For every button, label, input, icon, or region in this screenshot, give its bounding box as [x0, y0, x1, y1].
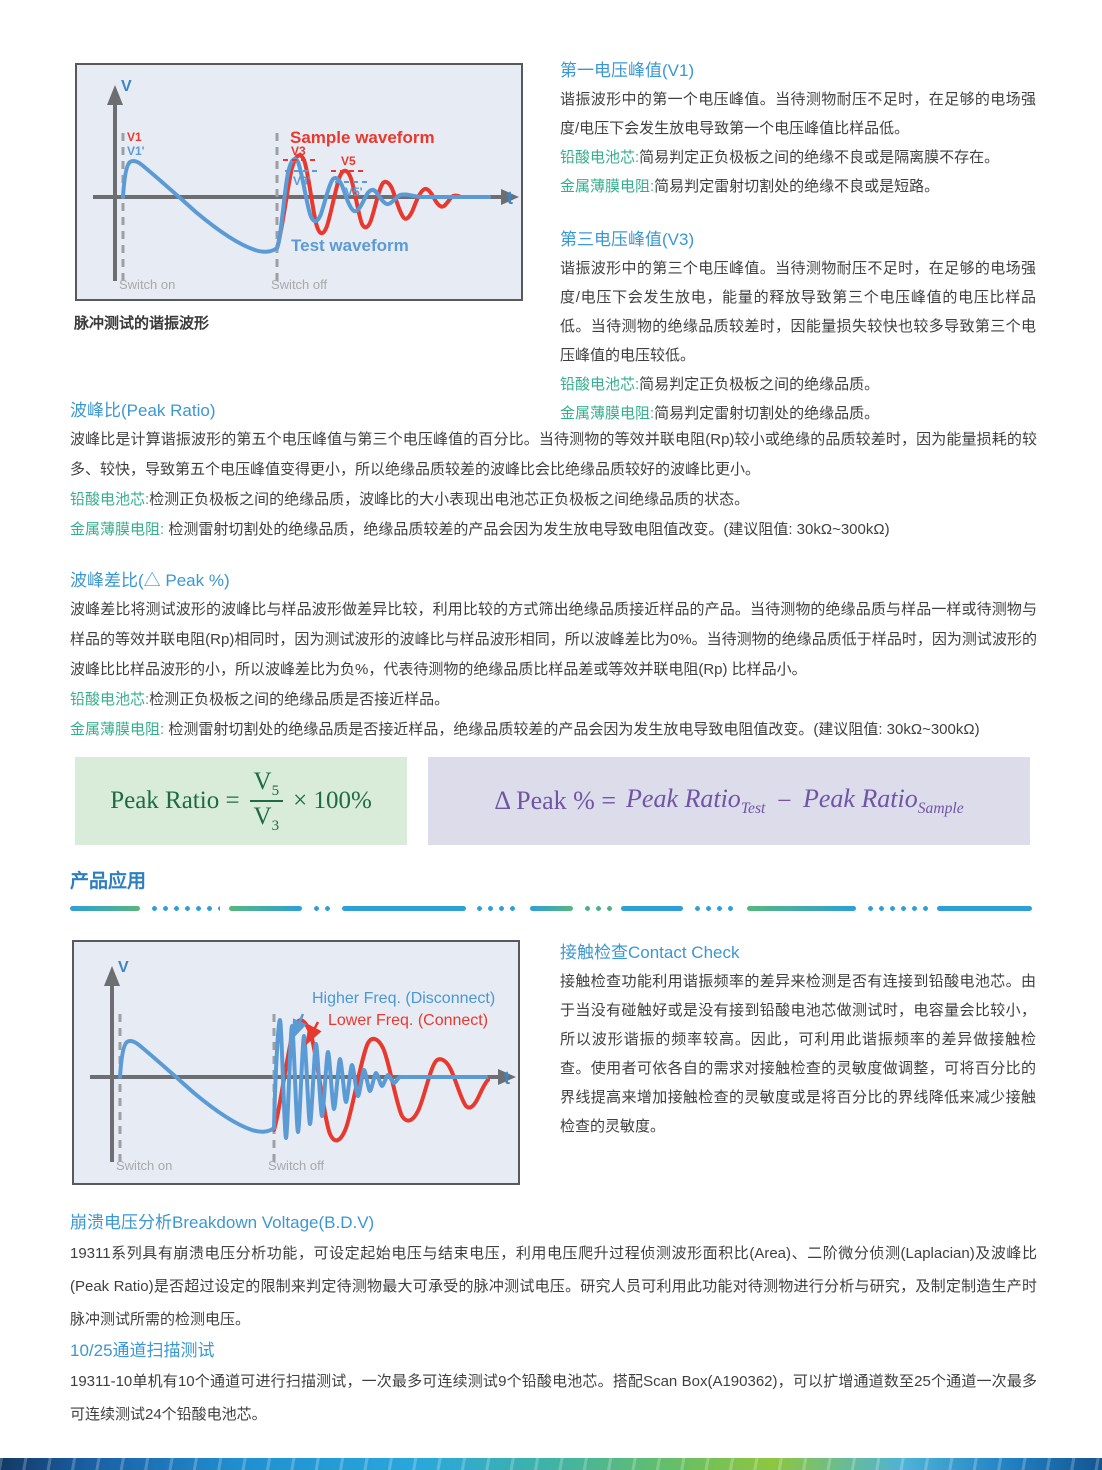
- higher-freq-label: Higher Freq. (Disconnect): [312, 990, 495, 1007]
- entry-text: 简易判定雷射切割处的绝缘品质。: [654, 405, 880, 422]
- section-body-v1: 谐振波形中的第一个电压峰值。当待测物耐压不足时，在足够的电场强度/电压下会发生放…: [560, 91, 1036, 137]
- v1-label: V1: [127, 130, 142, 144]
- contact-check-diagram: V t Higher Freq. (Disconnect) Lower Freq…: [72, 940, 520, 1185]
- entry-text: 检测正负极板之间的绝缘品质，波峰比的大小表现出电池芯正负极板之间绝缘品质的状态。: [149, 491, 750, 508]
- entry: 铅酸电池芯:简易判定正负极板之间的绝缘品质。: [560, 370, 1036, 399]
- test-waveform-label: Test waveform: [291, 236, 409, 255]
- section-heading-peak-ratio: 波峰比(Peak Ratio): [70, 401, 216, 420]
- entry: 金属薄膜电阻: 检测雷射切割处的绝缘品质是否接近样品，绝缘品质较差的产品会因为发…: [70, 715, 1037, 745]
- entry-label: 铅酸电池芯:: [70, 691, 150, 708]
- higher-freq-arrow-icon: [292, 1013, 307, 1040]
- section-body-scan: 19311-10单机有10个通道可进行扫描测试，一次最多可连续测试9个铅酸电池芯…: [70, 1373, 1037, 1423]
- section-divider: [70, 905, 1033, 911]
- entry-label: 铅酸电池芯:: [70, 491, 150, 508]
- bdv-section: 崩溃电压分析Breakdown Voltage(B.D.V) 19311系列具有…: [70, 1208, 1037, 1336]
- peak-definitions-column: 第一电压峰值(V1) 谐振波形中的第一个电压峰值。当待测物耐压不足时，在足够的电…: [560, 56, 1036, 428]
- entry: 金属薄膜电阻:简易判定雷射切割处的绝缘不良或是短路。: [560, 172, 1036, 201]
- entry: 铅酸电池芯:简易判定正负极板之间的绝缘不良或是隔离膜不存在。: [560, 143, 1036, 172]
- switch-on-label: Switch on: [116, 1158, 172, 1173]
- section-body-delta-peak: 波峰差比将测试波形的波峰比与样品波形做差异比较，利用比较的方式筛出绝缘品质接近样…: [70, 601, 1037, 678]
- section-body-bdv: 19311系列具有崩溃电压分析功能，可设定起始电压与结束电压，利用电压爬升过程侦…: [70, 1245, 1037, 1328]
- section-heading-bdv: 崩溃电压分析Breakdown Voltage(B.D.V): [70, 1213, 375, 1232]
- formula-row: Peak Ratio = V5 V3 × 100% Δ Peak % = Pea…: [75, 757, 1030, 845]
- entry: 铅酸电池芯:检测正负极板之间的绝缘品质是否接近样品。: [70, 685, 1037, 715]
- v5p-label: V5': [345, 185, 363, 199]
- switch-off-label: Switch off: [271, 277, 328, 292]
- scan-section: 10/25通道扫描测试 19311-10单机有10个通道可进行扫描测试，一次最多…: [70, 1336, 1037, 1431]
- resonant-waveform-chart: V t V1 V1' V3 V3' V5 V5' Sample waveform…: [93, 78, 519, 292]
- section-heading-contact-check: 接触检查Contact Check: [560, 943, 740, 962]
- section-heading-delta-peak: 波峰差比(△ Peak %): [70, 571, 230, 590]
- lower-freq-label: Lower Freq. (Connect): [328, 1012, 488, 1029]
- section-body-contact-check: 接触检查功能利用谐振频率的差异来检测是否有连接到铅酸电池芯。由于当没有碰触好或是…: [560, 973, 1036, 1135]
- diagram1-caption: 脉冲测试的谐振波形: [74, 315, 210, 332]
- v-axis-label: V: [118, 959, 129, 976]
- contact-check-chart: V t Higher Freq. (Disconnect) Lower Freq…: [90, 959, 516, 1173]
- entry-text: 简易判定正负极板之间的绝缘不良或是隔离膜不存在。: [639, 149, 1000, 166]
- v-axis-arrow-icon: [107, 85, 123, 105]
- t-axis-arrow-icon: [498, 1069, 516, 1085]
- t-axis-label: t: [504, 1068, 510, 1088]
- entry-label: 铅酸电池芯:: [560, 149, 640, 166]
- peak-ratio-formula: Peak Ratio = V5 V3 × 100%: [75, 757, 407, 845]
- section-heading-v3: 第三电压峰值(V3): [560, 230, 695, 249]
- entry-label: 铅酸电池芯:: [560, 376, 640, 393]
- section-body-v3: 谐振波形中的第三个电压峰值。当待测物耐压不足时，在足够的电场强度/电压下会发生放…: [560, 260, 1036, 364]
- switch-on-label: Switch on: [119, 277, 175, 292]
- entry-label: 金属薄膜电阻:: [70, 521, 165, 538]
- entry-label: 金属薄膜电阻:: [70, 721, 165, 738]
- v3-label: V3: [291, 144, 306, 158]
- footer-brand-bar: [0, 1458, 1102, 1470]
- peak-ratio-section: 波峰比(Peak Ratio) 波峰比是计算谐振波形的第五个电压峰值与第三个电压…: [70, 396, 1037, 545]
- entry-text: 检测雷射切割处的绝缘品质，绝缘品质较差的产品会因为发生放电导致电阻值改变。(建议…: [164, 521, 890, 538]
- formula-rhs: × 100%: [293, 787, 372, 814]
- section-heading-v1: 第一电压峰值(V1): [560, 61, 695, 80]
- entry-text: 简易判定雷射切割处的绝缘不良或是短路。: [654, 178, 940, 195]
- v1p-label: V1': [127, 144, 145, 158]
- formula-minus: −: [775, 786, 793, 815]
- t-axis-arrow-icon: [501, 189, 519, 205]
- sample-waveform-label: Sample waveform: [290, 128, 435, 147]
- entry-label: 金属薄膜电阻:: [560, 178, 655, 195]
- sample-waveform-curve: [275, 153, 463, 250]
- entry-text: 简易判定正负极板之间的绝缘品质。: [639, 376, 880, 393]
- section-body-peak-ratio: 波峰比是计算谐振波形的第五个电压峰值与第三个电压峰值的百分比。当待测物的等效并联…: [70, 431, 1037, 478]
- switch-off-label: Switch off: [268, 1158, 325, 1173]
- formula-term: Peak RatioSample: [802, 783, 964, 818]
- test-waveform-curve: [121, 157, 491, 254]
- lower-freq-arrow-icon: [305, 1021, 322, 1046]
- entry: 铅酸电池芯:检测正负极板之间的绝缘品质，波峰比的大小表现出电池芯正负极板之间绝缘…: [70, 485, 1037, 515]
- entry-text: 检测雷射切割处的绝缘品质是否接近样品，绝缘品质较差的产品会因为发生放电导致电阻值…: [164, 721, 980, 738]
- t-axis-label: t: [507, 188, 513, 208]
- section-heading-scan: 10/25通道扫描测试: [70, 1341, 215, 1360]
- v3p-label: V3': [293, 174, 311, 188]
- entry-label: 金属薄膜电阻:: [560, 405, 655, 422]
- formula-lhs: Peak Ratio =: [110, 787, 240, 814]
- formula-lhs: Δ Peak % =: [494, 786, 617, 815]
- entry-text: 检测正负极板之间的绝缘品质是否接近样品。: [149, 691, 450, 708]
- resonant-waveform-diagram: V t V1 V1' V3 V3' V5 V5' Sample waveform…: [75, 63, 523, 301]
- formula-term: Peak RatioTest: [626, 783, 766, 818]
- delta-peak-formula: Δ Peak % = Peak RatioTest − Peak RatioSa…: [428, 757, 1030, 845]
- v-axis-label: V: [121, 78, 132, 95]
- formula-fraction: V5 V3: [249, 768, 284, 835]
- applications-heading: 产品应用: [70, 871, 147, 892]
- delta-peak-section: 波峰差比(△ Peak %) 波峰差比将测试波形的波峰比与样品波形做差异比较，利…: [70, 566, 1037, 745]
- contact-check-section: 接触检查Contact Check 接触检查功能利用谐振频率的差异来检测是否有连…: [560, 938, 1036, 1141]
- v5-label: V5: [341, 154, 356, 168]
- entry: 金属薄膜电阻:简易判定雷射切割处的绝缘品质。: [560, 399, 1036, 428]
- entry: 金属薄膜电阻: 检测雷射切割处的绝缘品质，绝缘品质较差的产品会因为发生放电导致电…: [70, 515, 1037, 545]
- v-axis-arrow-icon: [104, 966, 120, 986]
